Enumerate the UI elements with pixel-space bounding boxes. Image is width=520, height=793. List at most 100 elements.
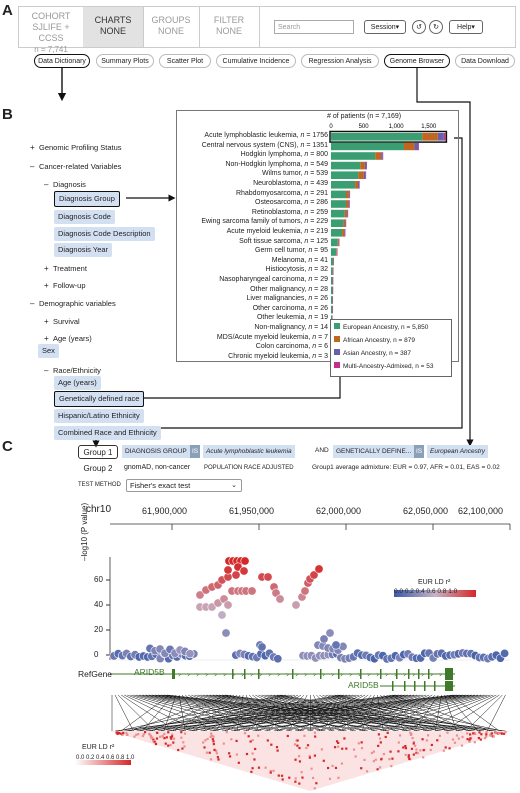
- tree-treatment[interactable]: + Treatment: [44, 264, 87, 273]
- tree-race-ethnicity[interactable]: – Race/Ethnicity: [44, 366, 101, 375]
- bar-segment[interactable]: [331, 142, 404, 151]
- bar-segment[interactable]: [360, 161, 365, 170]
- bar-segment[interactable]: [331, 181, 356, 189]
- bar-segment[interactable]: [363, 171, 366, 179]
- variant-point[interactable]: [275, 594, 285, 604]
- expand-icon[interactable]: +: [30, 143, 35, 152]
- data-download-button[interactable]: Data Download: [455, 54, 515, 68]
- help-button[interactable]: Help▾: [449, 20, 483, 34]
- variant-point[interactable]: [325, 628, 335, 638]
- bar-segment[interactable]: [331, 267, 333, 275]
- bar-segment[interactable]: [331, 286, 333, 295]
- collapse-icon[interactable]: –: [30, 162, 35, 171]
- collapse-icon[interactable]: –: [44, 180, 49, 189]
- variant-point[interactable]: [217, 610, 227, 620]
- variant-point[interactable]: [257, 642, 267, 652]
- variable-sex[interactable]: Sex: [38, 344, 59, 358]
- bar-segment[interactable]: [348, 190, 350, 199]
- bar-segment[interactable]: [355, 181, 359, 189]
- bar-segment[interactable]: [331, 296, 333, 304]
- bar-segment[interactable]: [331, 190, 346, 199]
- variant-point[interactable]: [291, 600, 301, 610]
- bar-segment[interactable]: [343, 219, 346, 227]
- bar-segment[interactable]: [437, 133, 444, 141]
- variant-point[interactable]: [309, 570, 319, 580]
- bar-segment[interactable]: [443, 133, 446, 141]
- variant-point[interactable]: [195, 590, 205, 600]
- variant-point[interactable]: [319, 634, 329, 644]
- variant-point[interactable]: [314, 564, 324, 574]
- expand-icon[interactable]: +: [44, 334, 49, 343]
- tab-groups[interactable]: GROUPS NONE: [143, 7, 200, 47]
- regression-analysis-button[interactable]: Regression Analysis: [301, 54, 379, 68]
- redo-icon[interactable]: ↻: [429, 20, 443, 34]
- expand-icon[interactable]: +: [44, 281, 49, 290]
- bar-segment[interactable]: [346, 209, 348, 218]
- cumulative-incidence-button[interactable]: Cumulative Incidence: [216, 54, 296, 68]
- variant-point[interactable]: [331, 640, 341, 650]
- bar-segment[interactable]: [381, 152, 383, 160]
- group2-label[interactable]: Group 2: [83, 464, 113, 473]
- bar-segment[interactable]: [358, 171, 364, 179]
- bar-segment[interactable]: [331, 171, 359, 179]
- variable-diagnosis-group[interactable]: Diagnosis Group: [54, 191, 120, 207]
- session-button[interactable]: Session▾: [364, 20, 406, 34]
- bar-segment[interactable]: [342, 229, 345, 237]
- bar-segment[interactable]: [375, 152, 382, 160]
- bar-segment[interactable]: [345, 219, 346, 227]
- group1-term2-value[interactable]: European Ancestry: [427, 445, 489, 458]
- variant-point[interactable]: [273, 654, 283, 664]
- tree-cancer-variables[interactable]: – Cancer-related Variables: [30, 162, 121, 171]
- variable-diagnosis-year[interactable]: Diagnosis Year: [54, 243, 113, 257]
- variable-diagnosis-code[interactable]: Diagnosis Code: [54, 210, 115, 224]
- bar-segment[interactable]: [344, 229, 346, 237]
- summary-plots-button[interactable]: Summary Plots: [96, 54, 154, 68]
- variant-point[interactable]: [240, 556, 250, 566]
- bar-segment[interactable]: [331, 133, 423, 141]
- group1-button[interactable]: Group 1: [78, 445, 118, 459]
- bar-segment[interactable]: [331, 277, 333, 285]
- collapse-icon[interactable]: –: [44, 366, 49, 375]
- variant-point[interactable]: [300, 586, 310, 596]
- expand-icon[interactable]: +: [44, 264, 49, 273]
- variable-race-age[interactable]: Age (years): [54, 376, 101, 390]
- tab-filter[interactable]: FILTER NONE: [199, 7, 260, 47]
- tree-demographic[interactable]: – Demographic variables: [30, 299, 116, 308]
- bar-segment[interactable]: [336, 248, 337, 256]
- variant-point[interactable]: [223, 600, 233, 610]
- bar-segment[interactable]: [331, 219, 344, 227]
- bar-segment[interactable]: [344, 209, 347, 218]
- variant-point[interactable]: [231, 570, 241, 580]
- bar-segment[interactable]: [345, 200, 349, 208]
- test-method-select[interactable]: Fisher's exact test ⌄: [126, 479, 242, 492]
- expand-icon[interactable]: +: [44, 317, 49, 326]
- variable-diagnosis-code-description[interactable]: Diagnosis Code Description: [54, 227, 155, 241]
- data-dictionary-button[interactable]: Data Dictionary: [34, 54, 90, 68]
- undo-icon[interactable]: ↺: [412, 20, 426, 34]
- search-input[interactable]: Search: [274, 20, 354, 34]
- scatter-plot-button[interactable]: Scatter Plot: [159, 54, 211, 68]
- group1-term2-key[interactable]: GENETICALLY DEFINE...: [333, 445, 415, 458]
- genome-browser-button[interactable]: Genome Browser: [384, 54, 450, 68]
- variant-point[interactable]: [500, 648, 510, 658]
- bar-segment[interactable]: [414, 142, 419, 151]
- bar-segment[interactable]: [331, 238, 338, 247]
- variant-point[interactable]: [185, 649, 195, 659]
- bar-segment[interactable]: [364, 161, 367, 170]
- bar-segment[interactable]: [422, 133, 438, 141]
- bar-segment[interactable]: [331, 209, 345, 218]
- tree-age[interactable]: + Age (years): [44, 334, 92, 343]
- tree-followup[interactable]: + Follow-up: [44, 281, 86, 290]
- bar-segment[interactable]: [403, 142, 415, 151]
- bar-segment[interactable]: [348, 200, 350, 208]
- bar-segment[interactable]: [331, 229, 343, 237]
- variant-point[interactable]: [239, 566, 249, 576]
- bar-segment[interactable]: [337, 238, 339, 247]
- tree-diagnosis[interactable]: – Diagnosis: [44, 180, 86, 189]
- collapse-icon[interactable]: –: [30, 299, 35, 308]
- group1-term-value[interactable]: Acute lymphoblastic leukemia: [203, 445, 295, 458]
- bar-segment[interactable]: [331, 200, 346, 208]
- variable-combined-race[interactable]: Combined Race and Ethnicity: [54, 426, 161, 440]
- bar-segment[interactable]: [331, 161, 361, 170]
- variant-point[interactable]: [263, 572, 273, 582]
